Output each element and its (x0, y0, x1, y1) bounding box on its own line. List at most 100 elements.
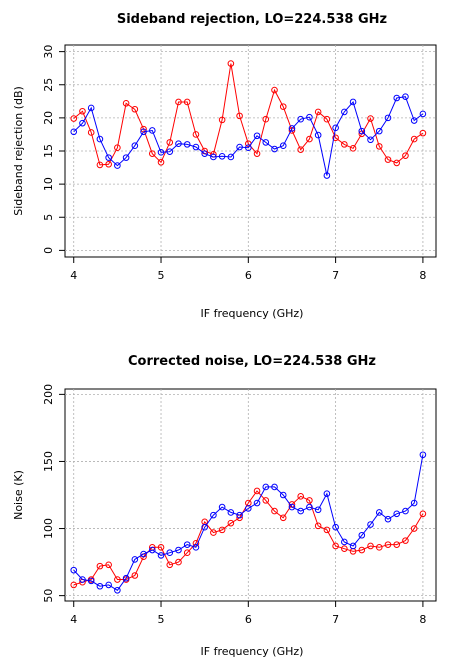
sideband-rejection-red-point (323, 115, 331, 123)
corrected-noise-x-tick-label: 7 (332, 613, 339, 626)
sideband-rejection-blue-point (210, 153, 217, 161)
sideband-rejection-red-point (253, 150, 261, 157)
corrected-noise-red-point (375, 544, 383, 551)
corrected-noise-red-point (402, 537, 409, 544)
sideband-rejection-blue-point (157, 149, 165, 156)
sideband-rejection-red-point (70, 115, 78, 122)
corrected-noise-red-point (175, 558, 182, 566)
corrected-noise-red-point (358, 546, 366, 554)
corrected-noise-x-axis: 4 5 6 7 8 (70, 601, 426, 626)
corrected-noise-blue-point (402, 507, 409, 515)
sideband-rejection-blue-point (367, 136, 374, 144)
corrected-noise-red-point (183, 549, 191, 556)
corrected-noise-red-point (419, 510, 427, 518)
corrected-noise-blue-point (288, 503, 296, 511)
corrected-noise-red-point (114, 576, 121, 583)
corrected-noise-blue-series-line (73, 454, 424, 591)
sideband-rejection-blue-point (279, 142, 287, 149)
corrected-noise-red-point (332, 542, 339, 550)
corrected-noise-blue-point (271, 483, 278, 491)
corrected-noise-blue-point (245, 505, 252, 512)
corrected-noise-blue-point (323, 490, 331, 497)
sideband-rejection-blue-series-line (73, 96, 424, 176)
corrected-noise-red-point (341, 545, 348, 552)
sideband-rejection-red-series-line (73, 63, 424, 166)
corrected-noise-red-point (166, 561, 174, 569)
corrected-noise-blue-point (253, 499, 261, 507)
sideband-rejection-y-tick-label: 25 (42, 78, 55, 92)
sideband-rejection-y-tick-label: 20 (42, 111, 55, 125)
sideband-rejection-x-tick-label: 8 (419, 269, 426, 282)
sideband-rejection-blue-point (358, 127, 366, 135)
sideband-rejection-y-tick-label: 30 (42, 45, 55, 59)
corrected-noise-red-point (367, 542, 374, 550)
corrected-noise-x-tick-label: 8 (419, 613, 426, 626)
corrected-noise-blue-point (227, 509, 235, 516)
corrected-noise-red-point (306, 497, 313, 504)
sideband-rejection-blue-point (96, 135, 104, 143)
corrected-noise-blue-point (314, 506, 322, 514)
corrected-noise-panel: Corrected noise, LO=224.538 GHz 4 5 6 7 8 50… (12, 354, 437, 658)
sideband-rejection-red-point (96, 161, 104, 169)
corrected-noise-blue-point (384, 515, 392, 523)
corrected-noise-series (70, 451, 427, 594)
corrected-noise-y-axis: 50 100 150 200 (42, 384, 65, 603)
sideband-rejection-blue-point (183, 141, 191, 148)
sideband-rejection-blue-point (419, 110, 427, 118)
corrected-noise-red-point (157, 544, 165, 551)
sideband-rejection-blue-point (166, 148, 174, 155)
corrected-noise-blue-point (79, 576, 86, 583)
sideband-rejection-series (70, 60, 427, 179)
corrected-noise-red-point (314, 522, 322, 530)
sideband-rejection-x-tick-label: 6 (245, 269, 252, 282)
sideband-rejection-x-tick-label: 7 (332, 269, 339, 282)
corrected-noise-blue-point (218, 503, 226, 511)
corrected-noise-x-tick-label: 5 (158, 613, 165, 626)
corrected-noise-red-point (96, 562, 104, 570)
corrected-noise-blue-point (262, 483, 270, 491)
sideband-rejection-blue-point (384, 114, 392, 122)
sideband-rejection-blue-point (262, 139, 270, 146)
sideband-rejection-y-tick-label: 0 (42, 247, 55, 254)
sideband-rejection-blue-point (349, 98, 357, 106)
sideband-rejection-red-point (166, 139, 174, 146)
corrected-noise-blue-point (332, 523, 339, 531)
corrected-noise-y-tick-label: 100 (42, 518, 55, 539)
sideband-rejection-red-point (297, 146, 304, 153)
sideband-rejection-red-point (131, 105, 139, 113)
sideband-rejection-red-point (122, 100, 130, 107)
corrected-noise-grid (65, 389, 436, 601)
sideband-rejection-red-point (393, 159, 401, 167)
sideband-rejection-red-point (271, 86, 278, 94)
sideband-rejection-blue-point (79, 119, 86, 127)
corrected-noise-red-point (410, 525, 418, 532)
sideband-rejection-red-point (288, 127, 296, 134)
corrected-noise-blue-point (367, 521, 374, 528)
sideband-rejection-x-tick-label: 4 (70, 269, 77, 282)
sideband-rejection-red-point (306, 135, 313, 143)
sideband-rejection-x-label: IF frequency (GHz) (201, 307, 304, 320)
sideband-rejection-blue-point (410, 117, 418, 124)
sideband-rejection-red-point (341, 141, 348, 148)
sideband-rejection-red-point (314, 108, 322, 116)
sideband-rejection-red-point (279, 103, 287, 110)
sideband-rejection-blue-point (140, 128, 147, 136)
sideband-rejection-panel: Sideband rejection, LO=224.538 GHz 4 5 6 7 8… (12, 12, 437, 320)
sideband-rejection-blue-point (323, 172, 331, 179)
corrected-noise-blue-point (157, 552, 165, 559)
corrected-noise-blue-point (122, 574, 130, 582)
corrected-noise-x-label: IF frequency (GHz) (201, 645, 304, 658)
sideband-rejection-blue-point (192, 143, 200, 151)
corrected-noise-blue-point (375, 509, 383, 516)
corrected-noise-blue-point (393, 510, 401, 518)
corrected-noise-red-point (218, 526, 226, 534)
corrected-noise-blue-point (175, 546, 182, 554)
corrected-noise-red-point (253, 487, 261, 495)
sideband-rejection-red-point (384, 156, 392, 163)
sideband-rejection-blue-point (306, 113, 313, 121)
corrected-noise-y-label: Noise (K) (12, 470, 25, 520)
sideband-rejection-blue-point (402, 93, 409, 100)
sideband-rejection-blue-point (87, 104, 95, 112)
corrected-noise-blue-point (410, 499, 418, 507)
sideband-rejection-red-point (79, 107, 86, 115)
